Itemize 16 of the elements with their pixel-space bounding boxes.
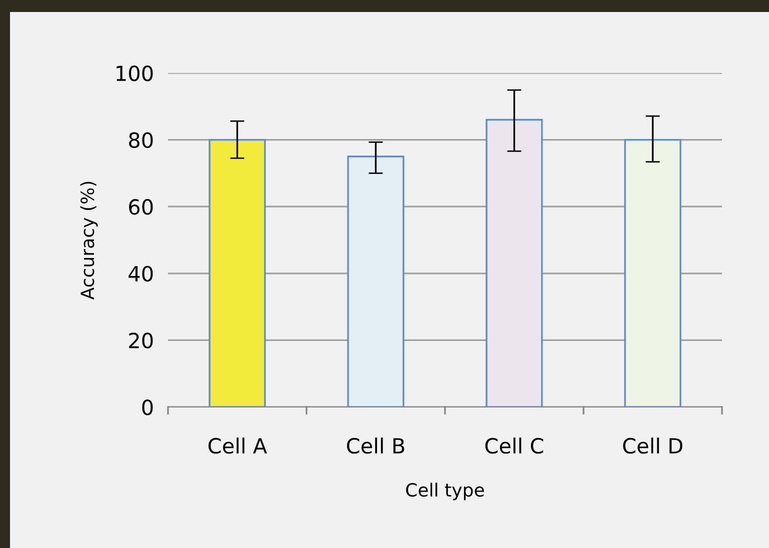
bar bbox=[486, 118, 543, 407]
x-axis-title: Cell type bbox=[406, 482, 484, 500]
bar bbox=[347, 156, 404, 407]
x-tick-label: Cell B bbox=[346, 438, 404, 454]
y-tick-label: 20 bbox=[129, 332, 153, 348]
y-tick-label: 80 bbox=[129, 132, 153, 148]
y-tick-label: 0 bbox=[142, 399, 153, 416]
y-tick-label: 40 bbox=[128, 266, 153, 282]
y-axis-title: Accuracy (%) bbox=[80, 182, 98, 300]
x-tick-label: Cell A bbox=[208, 438, 267, 454]
y-tick-label: 100 bbox=[116, 65, 153, 82]
bar bbox=[624, 138, 682, 407]
bar bbox=[208, 138, 266, 407]
x-tick-label: Cell C bbox=[485, 438, 544, 454]
y-tick-label: 60 bbox=[129, 199, 153, 215]
x-tick-label: Cell D bbox=[623, 438, 682, 454]
